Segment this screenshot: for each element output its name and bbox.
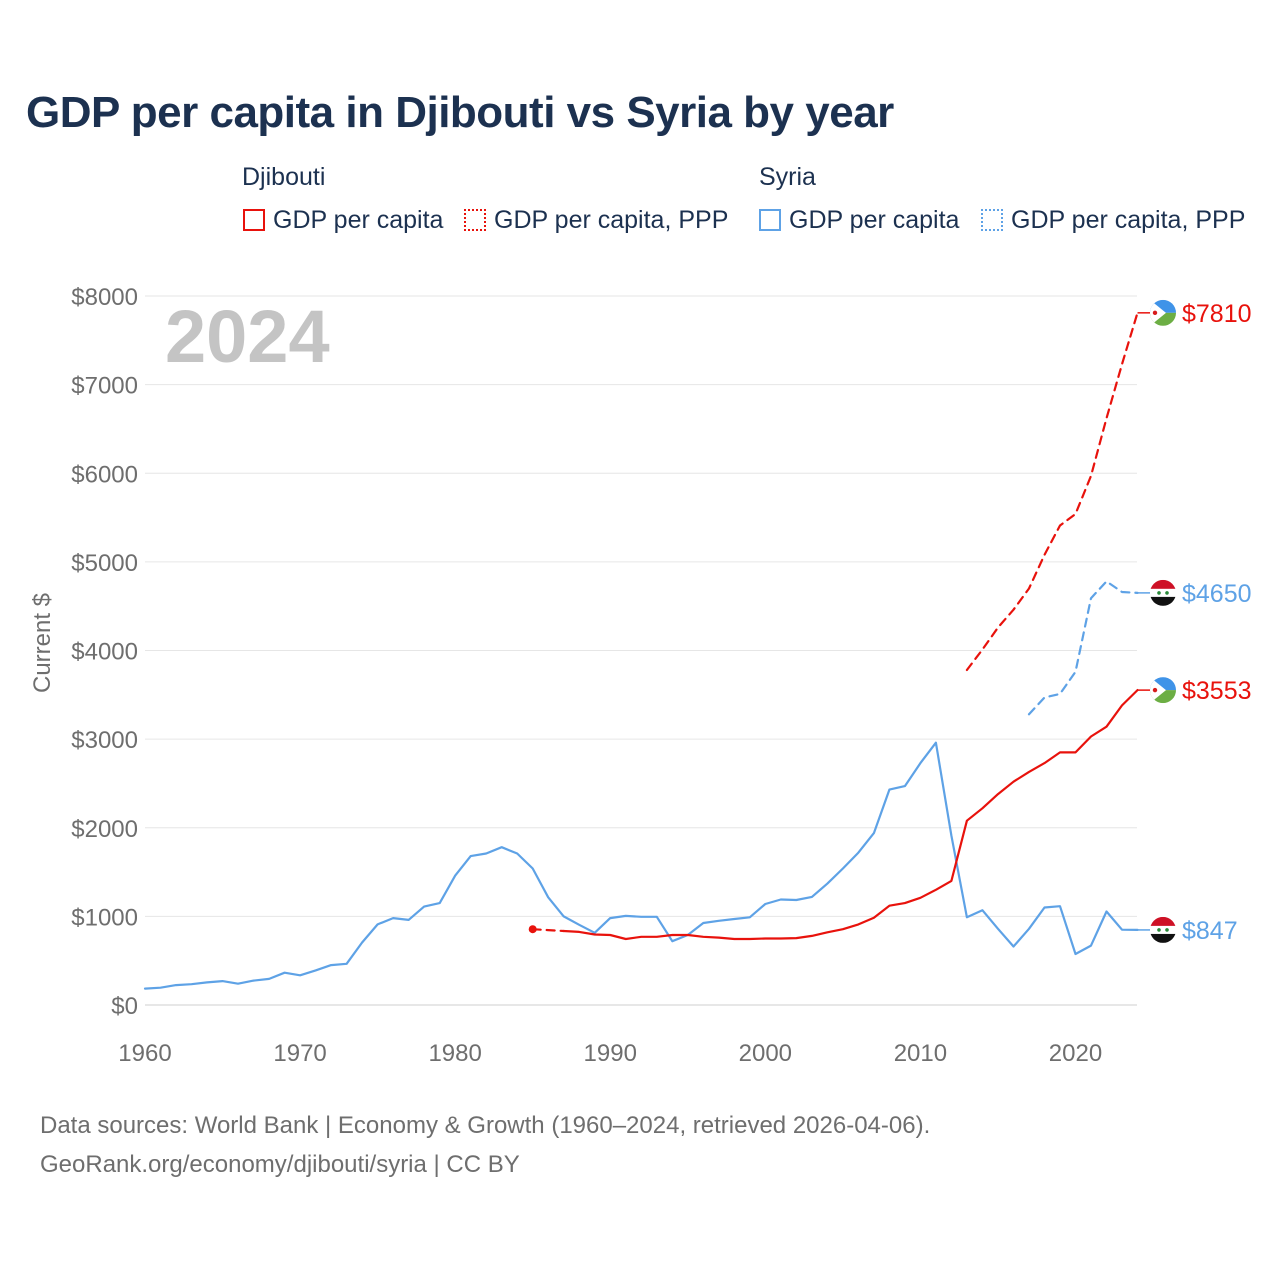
year-watermark: 2024 bbox=[165, 295, 330, 378]
legend-group-syria: Syria bbox=[759, 163, 816, 191]
x-tick-label: 2000 bbox=[739, 1040, 792, 1067]
footer-link[interactable]: GeoRank.org/economy/djibouti/syria | CC … bbox=[40, 1151, 520, 1178]
end-value-label: $3553 bbox=[1182, 677, 1252, 705]
flag-stripe bbox=[1150, 579, 1176, 589]
legend-item-syria-gdp-ppp[interactable]: GDP per capita, PPP bbox=[981, 205, 1245, 235]
legend-item-djibouti-gdp[interactable]: GDP per capita bbox=[243, 205, 443, 235]
y-tick-label: $0 bbox=[111, 993, 138, 1020]
legend-label: GDP per capita, PPP bbox=[1011, 205, 1246, 234]
end-value-label: $847 bbox=[1182, 917, 1238, 945]
flag-star bbox=[1152, 310, 1158, 316]
chart-title: GDP per capita in Djibouti vs Syria by y… bbox=[26, 88, 894, 137]
y-tick-label: $8000 bbox=[71, 284, 138, 311]
series-line bbox=[562, 688, 1139, 941]
footer: Data sources: World Bank | Economy & Gro… bbox=[40, 1106, 930, 1184]
flag-star bbox=[1157, 928, 1161, 932]
end-value-label: $4650 bbox=[1182, 580, 1252, 608]
y-tick-label: $4000 bbox=[71, 639, 138, 666]
flag-stripe bbox=[1150, 588, 1176, 597]
footer-sources: Data sources: World Bank | Economy & Gro… bbox=[40, 1112, 931, 1139]
legend-swatch-solid-blue bbox=[759, 209, 781, 231]
legend-group-djibouti: Djibouti bbox=[242, 163, 326, 191]
flag-stripe bbox=[1150, 596, 1176, 606]
series-line bbox=[1027, 580, 1139, 716]
x-tick-label: 1990 bbox=[584, 1040, 637, 1067]
series-line bbox=[531, 928, 565, 933]
y-tick-label: $5000 bbox=[71, 550, 138, 577]
series-start-marker bbox=[528, 925, 537, 934]
y-tick-label: $1000 bbox=[71, 904, 138, 931]
legend-item-syria-gdp[interactable]: GDP per capita bbox=[759, 205, 959, 235]
legend-swatch-solid-red bbox=[243, 209, 265, 231]
series-line bbox=[143, 741, 1139, 990]
legend-label: GDP per capita bbox=[273, 205, 444, 234]
flag-star bbox=[1152, 687, 1158, 693]
flag-star bbox=[1157, 591, 1161, 595]
syria-flag-icon bbox=[1150, 916, 1176, 943]
x-tick-label: 2020 bbox=[1049, 1040, 1102, 1067]
flag-body bbox=[1150, 299, 1176, 326]
x-tick-label: 1960 bbox=[118, 1040, 171, 1067]
legend-label: GDP per capita bbox=[789, 205, 960, 234]
flag-triangle bbox=[1150, 299, 1166, 326]
y-tick-label: $3000 bbox=[71, 727, 138, 754]
flag-stripe bbox=[1150, 933, 1176, 943]
flag-body bbox=[1150, 579, 1176, 606]
x-tick-label: 2010 bbox=[894, 1040, 947, 1067]
djibouti-flag-icon bbox=[1150, 677, 1176, 704]
legend-label: GDP per capita, PPP bbox=[494, 205, 729, 234]
y-tick-label: $7000 bbox=[71, 373, 138, 400]
series-line bbox=[965, 311, 1139, 672]
flag-stripe bbox=[1150, 925, 1176, 934]
legend-item-djibouti-gdp-ppp[interactable]: GDP per capita, PPP bbox=[464, 205, 728, 235]
y-tick-label: $6000 bbox=[71, 461, 138, 488]
flag-star bbox=[1165, 591, 1169, 595]
djibouti-flag-icon bbox=[1150, 299, 1176, 326]
flag-triangle bbox=[1150, 677, 1166, 704]
x-tick-label: 1970 bbox=[273, 1040, 326, 1067]
syria-flag-icon bbox=[1150, 579, 1176, 606]
legend-swatch-dotted-blue bbox=[981, 209, 1003, 231]
flag-body bbox=[1150, 677, 1176, 704]
flag-body bbox=[1150, 916, 1176, 943]
y-tick-label: $2000 bbox=[71, 816, 138, 843]
flag-star bbox=[1165, 928, 1169, 932]
x-tick-label: 1980 bbox=[428, 1040, 481, 1067]
flag-stripe bbox=[1150, 916, 1176, 926]
legend-swatch-dotted-red bbox=[464, 209, 486, 231]
y-axis-label: Current $ bbox=[29, 593, 56, 693]
end-value-label: $7810 bbox=[1182, 300, 1252, 328]
